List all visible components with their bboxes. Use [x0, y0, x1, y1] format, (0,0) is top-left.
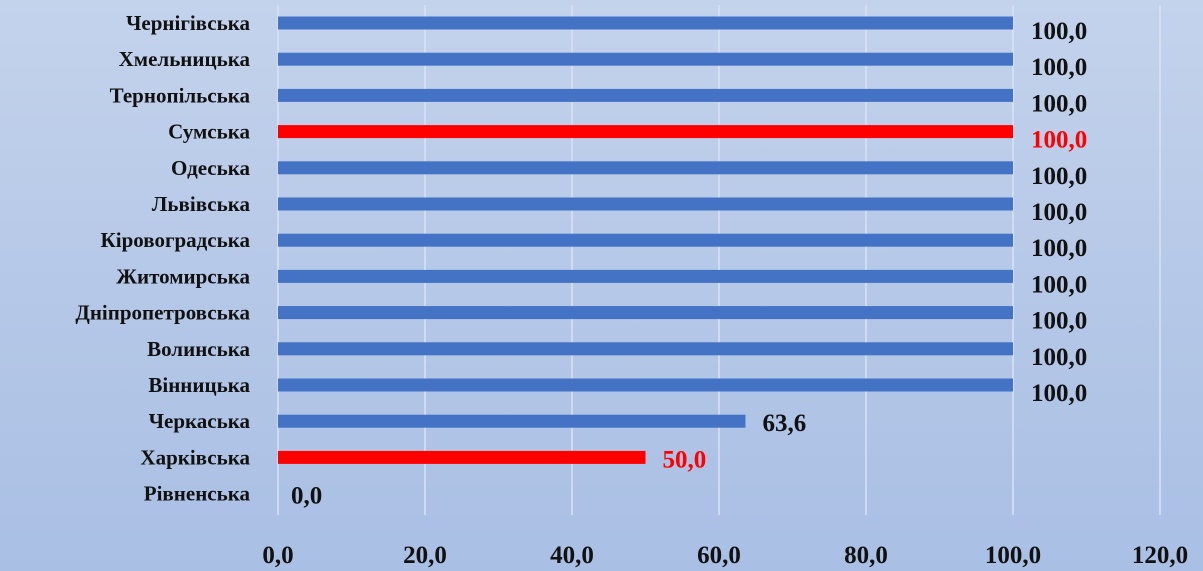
bar	[278, 306, 1013, 320]
data-label: 100,0	[1031, 54, 1087, 81]
category-label: Черкаська	[149, 409, 251, 433]
bar	[278, 125, 1013, 139]
x-tick-label: 120,0	[1132, 542, 1188, 569]
x-tick-label: 20,0	[403, 542, 447, 569]
category-label: Вінницька	[148, 373, 250, 397]
data-label: 100,0	[1031, 199, 1087, 226]
category-label: Кіровоградська	[101, 228, 251, 252]
category-label: Рівненська	[144, 482, 251, 506]
data-label: 100,0	[1031, 380, 1087, 407]
category-label: Хмельницька	[119, 47, 251, 71]
data-label: 100,0	[1031, 163, 1087, 190]
bar	[278, 16, 1013, 30]
bar	[278, 378, 1013, 392]
data-label: 63,6	[762, 410, 806, 437]
data-label: 50,0	[663, 446, 707, 473]
bar	[278, 88, 1013, 102]
category-label: Волинська	[147, 337, 250, 361]
data-label: 100,0	[1031, 271, 1087, 298]
data-label: 100,0	[1031, 127, 1087, 154]
category-label: Харківська	[140, 445, 250, 469]
bar	[278, 414, 746, 428]
data-label: 100,0	[1031, 18, 1087, 45]
bar	[278, 197, 1013, 211]
data-label: 100,0	[1031, 235, 1087, 262]
data-label: 0,0	[291, 483, 322, 510]
x-tick-label: 80,0	[844, 542, 888, 569]
x-tick-label: 60,0	[697, 542, 741, 569]
gridlines	[277, 5, 1161, 515]
category-label: Одеська	[171, 156, 250, 180]
category-label: Дніпропетровська	[75, 301, 250, 325]
x-tick-label: 0,0	[262, 542, 293, 569]
bar	[278, 342, 1013, 356]
bars	[278, 16, 1013, 464]
data-label: 100,0	[1031, 344, 1087, 371]
bar	[278, 52, 1013, 66]
data-label: 100,0	[1031, 90, 1087, 117]
category-label: Тернопільська	[110, 83, 251, 107]
bar	[278, 161, 1013, 175]
category-label: Чернігівська	[126, 11, 251, 35]
category-label: Львівська	[152, 192, 251, 216]
x-tick-label: 100,0	[985, 542, 1041, 569]
x-tick-label: 40,0	[550, 542, 594, 569]
labels: 0,0 20,0 40,0 60,0 80,0 100,0 120,0 Чернігівськ…	[75, 11, 1188, 569]
bar	[278, 233, 1013, 247]
category-label: Житомирська	[116, 264, 250, 288]
data-label: 100,0	[1031, 308, 1087, 335]
bar	[278, 269, 1013, 283]
category-label: Сумська	[168, 120, 250, 144]
bar	[278, 450, 646, 464]
